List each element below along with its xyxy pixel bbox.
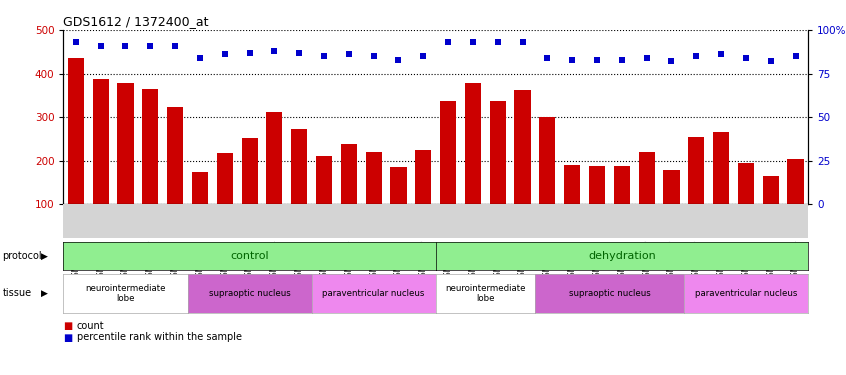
Point [69, 39, 83, 45]
Bar [291, 129, 307, 248]
Bar [167, 107, 184, 248]
Bar [341, 144, 357, 248]
Text: dehydration: dehydration [588, 251, 656, 261]
Point [516, 39, 530, 45]
Bar [464, 83, 481, 248]
Point [640, 55, 653, 61]
Point [764, 58, 777, 64]
Bar [92, 79, 109, 248]
Bar [440, 100, 456, 248]
Bar [192, 172, 208, 248]
Bar [589, 166, 605, 248]
Bar [415, 150, 431, 248]
Bar [688, 137, 705, 248]
Text: paraventricular nucleus: paraventricular nucleus [322, 289, 425, 298]
Bar [613, 166, 630, 248]
Point [168, 43, 182, 49]
Point [94, 43, 107, 49]
Point [243, 50, 256, 55]
Text: neurointermediate
lobe: neurointermediate lobe [445, 284, 525, 303]
Point [491, 39, 504, 45]
Point [665, 58, 678, 64]
Point [416, 53, 430, 59]
Bar [639, 152, 655, 248]
Bar [514, 90, 530, 248]
Bar [241, 138, 258, 248]
Point [541, 55, 554, 61]
Point [392, 57, 405, 63]
Point [193, 55, 206, 61]
Point [565, 57, 579, 63]
Bar [316, 156, 332, 248]
Text: paraventricular nucleus: paraventricular nucleus [695, 289, 797, 298]
Bar [539, 117, 556, 248]
Text: ■: ■ [63, 333, 73, 342]
Point [788, 53, 802, 59]
Bar [266, 112, 283, 248]
Text: supraoptic nucleus: supraoptic nucleus [209, 289, 290, 298]
Text: count: count [77, 321, 105, 331]
Text: GDS1612 / 1372400_at: GDS1612 / 1372400_at [63, 15, 209, 28]
Point [118, 43, 132, 49]
Point [466, 39, 480, 45]
Text: ▶: ▶ [41, 252, 47, 261]
Point [342, 51, 355, 57]
Point [317, 53, 331, 59]
Text: neurointermediate
lobe: neurointermediate lobe [85, 284, 166, 303]
Point [293, 50, 306, 55]
Point [739, 55, 753, 61]
Point [267, 48, 281, 54]
Point [367, 53, 381, 59]
Bar [663, 170, 679, 248]
Point [442, 39, 455, 45]
Point [218, 51, 232, 57]
Bar [738, 163, 754, 248]
Point [591, 57, 604, 63]
Text: percentile rank within the sample: percentile rank within the sample [77, 333, 242, 342]
Point [689, 53, 703, 59]
Bar [788, 159, 804, 248]
Text: ■: ■ [63, 321, 73, 331]
Bar [762, 176, 779, 248]
Bar [118, 83, 134, 248]
Text: ▶: ▶ [41, 289, 47, 298]
Bar [490, 100, 506, 248]
Bar [217, 153, 233, 248]
Text: supraoptic nucleus: supraoptic nucleus [569, 289, 651, 298]
Point [144, 43, 157, 49]
Bar [564, 165, 580, 248]
Bar [365, 152, 382, 248]
Text: control: control [230, 251, 269, 261]
Text: tissue: tissue [3, 288, 31, 298]
Bar [68, 58, 84, 248]
Point [615, 57, 629, 63]
Bar [713, 132, 729, 248]
Bar [142, 89, 158, 248]
Point [714, 51, 728, 57]
Bar [390, 167, 407, 248]
Text: protocol: protocol [3, 251, 42, 261]
